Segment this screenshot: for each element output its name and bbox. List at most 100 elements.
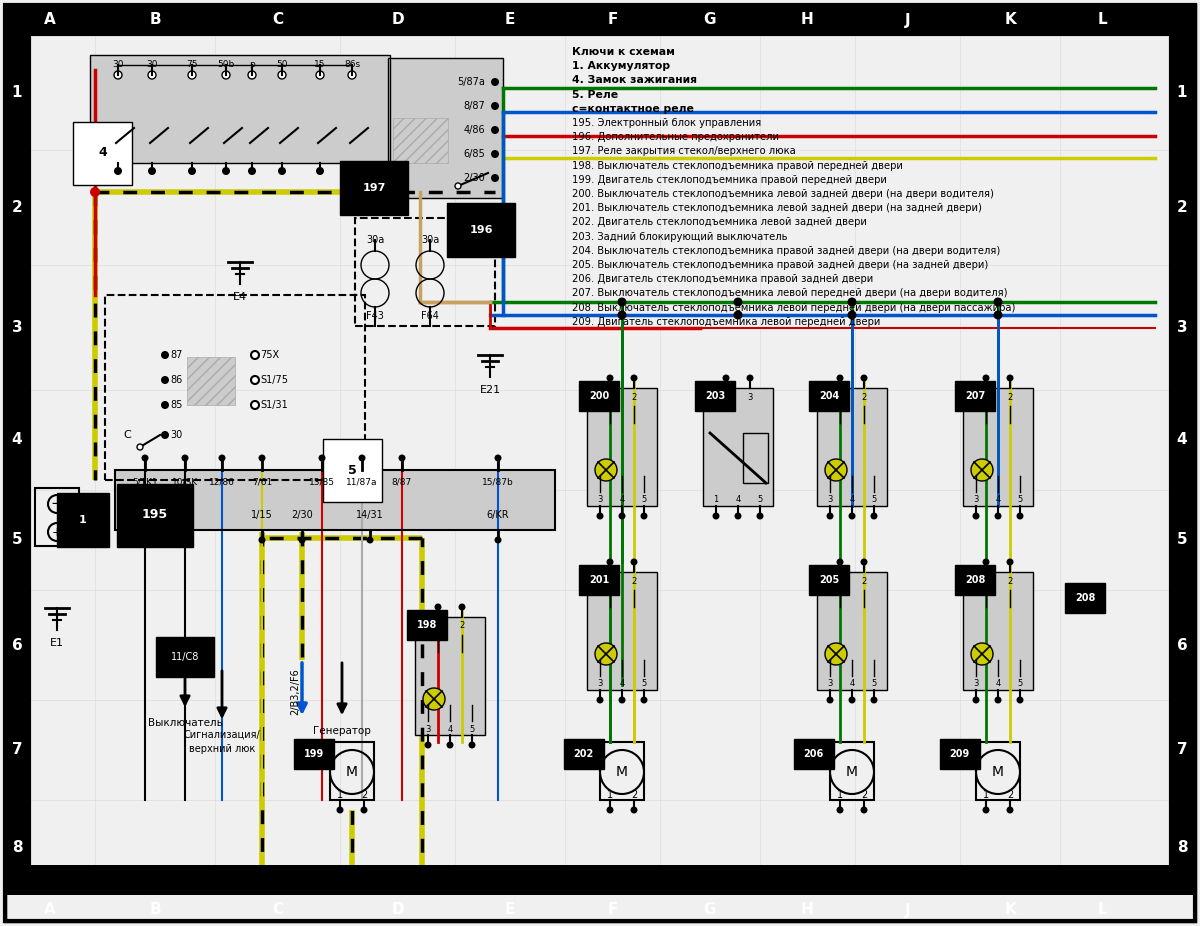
Text: 1: 1: [436, 621, 440, 631]
Circle shape: [595, 459, 617, 481]
Circle shape: [1007, 807, 1014, 814]
Text: G: G: [703, 12, 716, 28]
Circle shape: [972, 696, 979, 704]
Text: 4: 4: [850, 495, 854, 505]
Circle shape: [491, 174, 499, 182]
Text: 5/87a: 5/87a: [457, 77, 485, 87]
Text: H: H: [802, 12, 814, 28]
Text: p: p: [250, 60, 254, 69]
Bar: [817, 388, 887, 506]
Bar: [703, 388, 773, 506]
Text: 202. Двигатель стеклоподъемника левой задней двери: 202. Двигатель стеклоподъемника левой за…: [572, 218, 866, 228]
Text: 11/C8: 11/C8: [170, 652, 199, 662]
Text: 6: 6: [12, 637, 23, 653]
Circle shape: [860, 374, 868, 382]
Circle shape: [446, 742, 454, 748]
Circle shape: [222, 71, 230, 79]
Text: 7: 7: [12, 743, 23, 757]
Text: 8/87: 8/87: [392, 478, 412, 486]
Text: 5: 5: [871, 680, 877, 689]
Bar: [587, 388, 658, 506]
Text: M: M: [846, 765, 858, 779]
Bar: [830, 742, 874, 800]
Text: E1: E1: [50, 638, 64, 648]
Bar: [976, 742, 1020, 800]
Circle shape: [161, 376, 169, 384]
Text: 1: 1: [838, 393, 842, 402]
Circle shape: [733, 310, 743, 319]
Bar: [1170, 35, 1195, 895]
Text: 1: 1: [607, 393, 613, 402]
Circle shape: [972, 512, 979, 519]
Text: F43: F43: [366, 311, 384, 321]
Text: 204. Выключатель стеклоподъемника правой задней двери (на двери водителя): 204. Выключатель стеклоподъемника правой…: [572, 245, 1001, 256]
Text: 208: 208: [965, 575, 985, 585]
Circle shape: [142, 455, 149, 461]
Circle shape: [848, 696, 856, 704]
Circle shape: [641, 512, 648, 519]
Circle shape: [258, 455, 265, 461]
Circle shape: [316, 167, 324, 175]
Text: 2: 2: [361, 790, 367, 800]
Text: B: B: [149, 903, 161, 918]
Text: 1: 1: [983, 790, 989, 800]
Text: 2: 2: [631, 577, 637, 585]
Text: 15/87b: 15/87b: [482, 478, 514, 486]
Text: B: B: [149, 12, 161, 28]
Bar: [817, 572, 887, 690]
Text: 196. Дополнительные предохранители: 196. Дополнительные предохранители: [572, 132, 779, 143]
Circle shape: [746, 374, 754, 382]
Text: 209. Двигатель стеклоподъемника левой передней двери: 209. Двигатель стеклоподъемника левой пе…: [572, 317, 881, 327]
Circle shape: [596, 512, 604, 519]
Circle shape: [181, 455, 188, 461]
Text: 1: 1: [838, 577, 842, 585]
Text: 196: 196: [469, 225, 493, 235]
Circle shape: [137, 444, 143, 450]
Text: 208. Выключатель стеклоподъемника левой передней двери (на двери пассажира): 208. Выключатель стеклоподъемника левой …: [572, 303, 1015, 313]
Circle shape: [494, 455, 502, 461]
Circle shape: [491, 150, 499, 158]
Text: 1/15: 1/15: [251, 510, 272, 520]
Circle shape: [641, 696, 648, 704]
Text: C: C: [124, 430, 131, 440]
Bar: [817, 572, 887, 690]
Text: 7: 7: [1177, 743, 1187, 757]
Circle shape: [713, 512, 720, 519]
Bar: [394, 118, 448, 163]
Bar: [187, 357, 235, 405]
Text: 3: 3: [973, 495, 979, 505]
Text: E21: E21: [480, 385, 500, 395]
Text: S1/31: S1/31: [260, 400, 288, 410]
Text: 30a: 30a: [421, 235, 439, 245]
Text: 75: 75: [186, 60, 198, 69]
Text: 50: 50: [276, 60, 288, 69]
Circle shape: [971, 643, 994, 665]
Circle shape: [618, 512, 625, 519]
Text: 207: 207: [965, 391, 985, 401]
Circle shape: [848, 298, 856, 306]
Text: 2: 2: [1007, 790, 1013, 800]
Text: Генератор: Генератор: [313, 726, 371, 736]
Text: 6/85: 6/85: [463, 149, 485, 159]
Circle shape: [848, 512, 856, 519]
Bar: [587, 572, 658, 690]
Text: 12/86: 12/86: [209, 478, 235, 486]
Bar: [355, 218, 496, 326]
Bar: [964, 572, 1033, 690]
Text: 5: 5: [641, 495, 647, 505]
Circle shape: [90, 187, 100, 197]
Text: F: F: [607, 903, 618, 918]
Circle shape: [366, 536, 373, 544]
Bar: [106, 295, 365, 480]
Text: 200: 200: [589, 391, 610, 401]
Text: 8: 8: [1177, 840, 1187, 855]
Text: 2: 2: [862, 393, 866, 402]
Text: 1: 1: [12, 85, 23, 100]
Text: 3: 3: [1177, 320, 1187, 335]
Bar: [5, 865, 1195, 895]
Text: S1/75: S1/75: [260, 375, 288, 385]
Text: 5. Реле: 5. Реле: [572, 90, 618, 100]
Bar: [5, 35, 30, 895]
Bar: [35, 488, 79, 546]
Text: 2: 2: [1007, 393, 1013, 402]
